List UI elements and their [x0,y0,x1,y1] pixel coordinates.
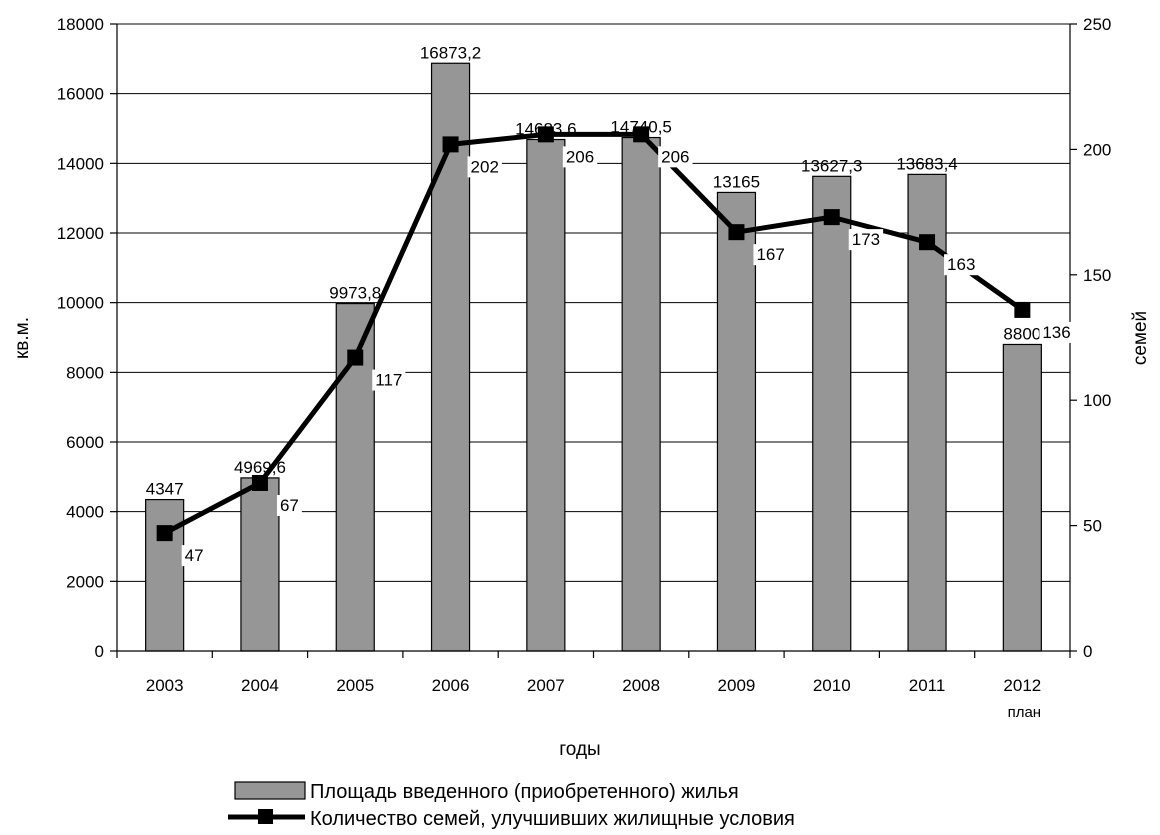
y-left-tick-label: 10000 [57,294,104,313]
x-tick-label: 2009 [718,676,756,695]
bar [526,138,566,652]
x-tick-label: 2010 [813,676,851,695]
y-right-tick-label: 100 [1083,391,1111,410]
bar [621,136,661,652]
line-marker [1014,301,1031,318]
bar-value-label: 16873,2 [420,43,481,62]
legend-line-label: Количество семей, улучшивших жилищные ус… [310,808,795,830]
bar-value-label: 13165 [713,172,760,191]
line-value-label: 167 [756,245,784,264]
y-left-tick-label: 16000 [57,85,104,104]
line-value-label-bg [467,156,502,178]
series-line [163,131,1024,536]
legend: Площадь введенного (приобретенного) жиль… [228,781,795,830]
y-axis-right-title: семей [1130,311,1151,365]
line-value-label: 202 [471,157,499,176]
bar-value-label: 4347 [146,480,184,499]
legend-bar-swatch [234,781,306,800]
line-value-label: 47 [185,546,204,565]
y-left-tick-label: 14000 [57,154,104,173]
line-series [156,126,1031,542]
x-tick-label: 2003 [146,676,184,695]
legend-bar-label: Площадь введенного (приобретенного) жиль… [310,781,739,803]
bar-value-label: 9973,8 [329,284,381,303]
bar-value-label: 14740,5 [610,118,671,137]
line-value-label: 206 [566,147,594,166]
bar [1002,343,1042,652]
y-right-tick-label: 250 [1083,15,1111,34]
line-marker [919,234,936,251]
bar [240,477,280,652]
line-value-label-bg [562,146,598,168]
line-value-label-bg [372,369,406,391]
x-tick-label: 2007 [527,676,565,695]
line-value-label-bg [1039,321,1074,343]
y-left-tick-label: 4000 [66,503,104,522]
y-left-tick-label: 0 [95,642,104,661]
line-marker [537,126,554,143]
legend-line-marker [258,809,273,824]
data-labels: 4347 4969,6 9973,8 16873,2 14683,6 14740,5 131… [146,43,1074,567]
y-right-tick-label: 50 [1083,517,1102,536]
y-left-tick-label: 12000 [57,224,104,243]
x-tick-sublabel: план [1008,704,1042,721]
x-tick-label: 2006 [432,676,470,695]
y-right-tick-label: 150 [1083,266,1111,285]
y-left-tick-label: 6000 [66,433,104,452]
x-tick-label: 2005 [336,676,374,695]
line-marker [823,209,840,226]
x-tick-label: 2004 [241,676,279,695]
bar-value-label: 14683,6 [515,120,576,139]
line-value-label-bg [276,494,302,516]
x-tick-label: 2011 [909,676,946,695]
line-marker [156,525,173,542]
line-value-label: 206 [661,147,689,166]
line-value-label: 173 [852,230,880,249]
y-axis-left-title: кв.м. [12,317,33,359]
bar [145,498,185,652]
line-value-label-bg [944,254,979,276]
line-value-label: 136 [1042,323,1070,342]
bar [812,175,852,652]
line-value-label-bg [658,146,693,168]
x-tick-label: 2008 [622,676,660,695]
axes: 0200040006000800010000120001400016000180… [57,15,1112,721]
line-value-label: 67 [280,496,299,515]
bar-value-label: 13627,3 [801,156,862,175]
bar [716,191,757,652]
line-value-label: 117 [375,371,402,390]
line-value-label: 163 [947,255,975,274]
line-marker [728,224,745,241]
y-left-tick-label: 2000 [66,572,104,591]
line-value-label-bg [848,229,884,251]
line-marker [633,126,650,143]
x-tick-label: 2012 [1003,676,1041,695]
x-axis-title: годы [559,739,600,760]
bar-value-label: 13683,4 [896,154,957,173]
bar-value-label: 8800 [1003,324,1041,343]
y-left-tick-label: 18000 [57,15,104,34]
y-right-tick-label: 0 [1083,642,1092,661]
line-value-label-bg [181,545,207,567]
line-marker [442,136,459,153]
line-marker [251,474,268,491]
line-value-label-bg [753,244,788,266]
y-right-tick-label: 200 [1083,140,1111,159]
line-marker [347,349,364,366]
y-left-tick-label: 8000 [66,363,104,382]
bar-value-label: 4969,6 [234,458,286,477]
